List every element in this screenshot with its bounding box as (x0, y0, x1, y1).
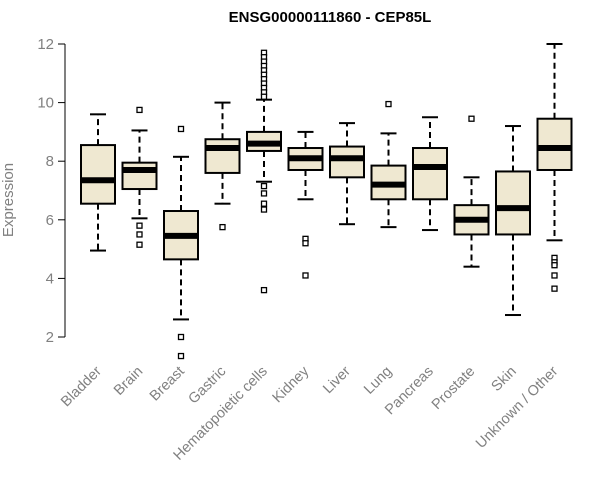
iqr-box (121, 161, 158, 191)
x-tick-label: Breast (147, 364, 188, 405)
y-tick-label: 8 (46, 153, 54, 170)
outlier-point (177, 333, 185, 341)
box-brain (121, 106, 158, 248)
y-axis: 2 4 6 8 10 12 (37, 36, 66, 346)
iqr-box (80, 144, 116, 205)
outlier-point (468, 115, 475, 122)
outlier-point (260, 93, 268, 100)
x-tick-label: Kidney (270, 363, 313, 406)
boxes-group (80, 43, 573, 360)
x-tick-label: Brain (111, 364, 146, 399)
chart-title: ENSG00000111860 - CEP85L (229, 9, 432, 26)
x-tick-label: Lung (361, 364, 395, 398)
y-tick-label: 6 (46, 212, 54, 229)
box-breast (163, 125, 199, 360)
outlier-point (385, 100, 392, 108)
y-tick-label: 4 (46, 270, 54, 287)
y-tick-label: 2 (46, 329, 54, 346)
box-lung (370, 100, 407, 229)
box-unknown-other (536, 43, 573, 292)
outlier-point (551, 285, 558, 292)
outlier-point (551, 262, 558, 269)
box-hematopoietic-cells (246, 49, 282, 294)
x-tick-label: Bladder (58, 363, 105, 410)
outlier-point (177, 125, 185, 133)
box-gastric (204, 101, 241, 231)
outlier-point (136, 231, 143, 238)
outlier-point (260, 200, 268, 207)
box-kidney (287, 130, 324, 279)
x-tick-label: Prostate (429, 364, 478, 413)
outlier-point (177, 352, 185, 360)
box-bladder (80, 113, 116, 252)
outlier-point (260, 182, 268, 190)
y-tick-label: 12 (37, 36, 54, 53)
outlier-point (219, 223, 226, 231)
outlier-point (260, 190, 268, 197)
box-liver (329, 122, 365, 226)
iqr-box (412, 147, 448, 201)
outlier-point (551, 272, 558, 279)
outlier-point (136, 222, 143, 229)
outlier-point (136, 106, 143, 114)
outlier-point (302, 240, 309, 247)
iqr-box (204, 138, 241, 174)
outlier-point (260, 206, 268, 213)
box-skin (495, 125, 531, 317)
x-tick-label: Skin (489, 364, 520, 395)
iqr-box (495, 170, 531, 236)
iqr-box (536, 117, 573, 171)
y-axis-title: Expression (0, 163, 17, 237)
y-tick-label: 10 (37, 95, 54, 112)
x-tick-label: Liver (320, 363, 354, 397)
outlier-point (136, 241, 143, 248)
outlier-point (302, 272, 309, 279)
box-prostate (453, 115, 490, 268)
iqr-box (329, 145, 365, 179)
box-pancreas (412, 116, 448, 232)
outlier-point (260, 286, 268, 294)
